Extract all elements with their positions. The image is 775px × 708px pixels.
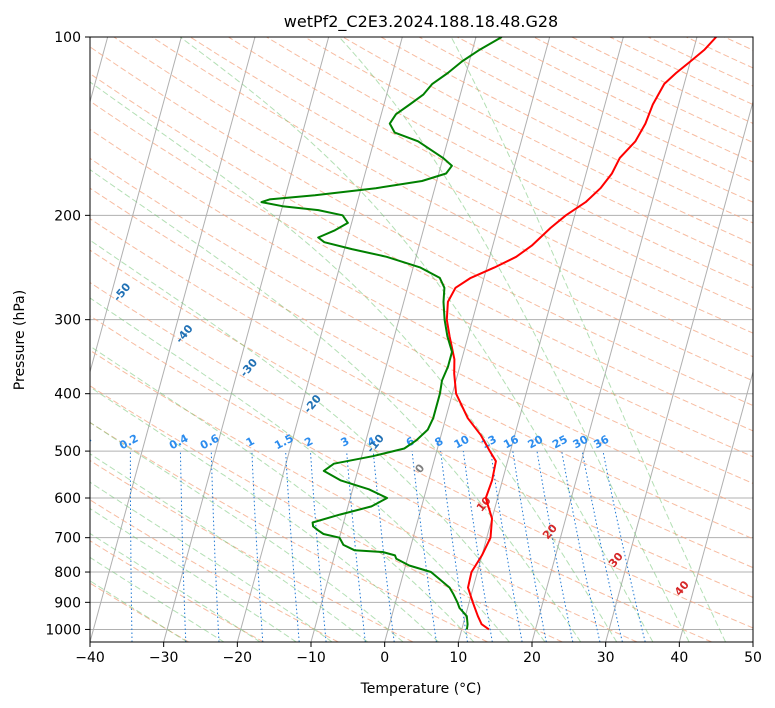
x-tick-label: 30 (597, 650, 615, 666)
moist-adiabat-line (90, 481, 333, 642)
profile-lines (260, 37, 717, 631)
dry-adiabat-line (113, 37, 753, 382)
dry-adiabat-line (90, 46, 753, 407)
mixing-ratio-line (411, 451, 437, 642)
mixing-ratio-line (372, 451, 395, 642)
temperature-profile-line (445, 37, 717, 631)
y-tick-label: 900 (54, 595, 81, 611)
mixing-ratio-line (462, 451, 493, 642)
moist-adiabat-line (90, 345, 475, 642)
dry-adiabat-line (228, 37, 753, 311)
axes: −40 −30 −20 −10 0 10 20 30 40 50 1000 900 800 700 600 5… (45, 30, 762, 666)
mixing-ratio-line (490, 451, 523, 642)
dry-adiabat-line (533, 37, 753, 144)
x-axis-label: Temperature (°C) (360, 681, 482, 697)
x-tick-label: 40 (670, 650, 688, 666)
y-tick-label: 600 (54, 491, 81, 507)
dry-adiabat-line (90, 100, 753, 458)
mixing-ratio-label: 36 (592, 433, 612, 452)
x-tick-label: 20 (523, 650, 541, 666)
mixing-ratio-line (512, 451, 547, 642)
mixing-ratio-label: 25 (550, 433, 570, 452)
x-tick-label: −20 (223, 650, 253, 666)
y-tick-label: 500 (54, 444, 81, 460)
dewpoint-profile-line (260, 37, 503, 630)
y-tick-label: 700 (54, 531, 81, 547)
dry-adiabat-line (90, 540, 264, 642)
y-tick-label: 100 (54, 30, 81, 46)
x-tick-label: −30 (149, 650, 179, 666)
isotherm-gridline (531, 37, 698, 642)
isotherm-gridline (310, 37, 477, 642)
dry-adiabat-line (90, 249, 753, 598)
plot-frame (89, 36, 754, 643)
y-tick-label: 400 (54, 387, 81, 403)
x-tick-label: −10 (296, 650, 326, 666)
moist-adiabat-line (179, 37, 654, 642)
mixing-ratio-line (561, 451, 601, 642)
chart-title: wetPf2_C2E3.2024.188.18.48.G28 (284, 12, 558, 32)
isotherm-gridline (457, 37, 624, 642)
moist-adiabat-line (90, 507, 297, 642)
mixing-ratio-label: 0.1 (70, 432, 93, 453)
dry-adiabat-line (189, 37, 753, 334)
mixing-ratio-label: 10 (452, 433, 472, 452)
moist-adiabat-line (450, 37, 727, 642)
mixing-ratio-label: 13 (479, 433, 499, 452)
y-tick-label: 800 (54, 565, 81, 581)
mixing-ratio-label: 16 (501, 433, 521, 452)
isotherm-gridline (90, 37, 182, 374)
y-tick-label: 200 (54, 208, 81, 224)
mixing-ratio-line (536, 451, 574, 642)
x-tick-label: 10 (449, 650, 467, 666)
dry-adiabat-line (457, 37, 753, 183)
isotherm-gridline (163, 37, 330, 642)
mixing-ratio-label: 30 (571, 433, 591, 452)
dry-adiabat-line (342, 37, 753, 245)
background-lines (90, 37, 753, 642)
isotherm-gridline (236, 37, 403, 642)
dry-adiabat-line (380, 37, 753, 224)
dry-adiabat-line (90, 385, 563, 642)
dry-adiabat-line (90, 128, 753, 484)
dry-adiabat-line (90, 349, 638, 642)
y-tick-label: 1000 (45, 622, 81, 638)
moist-adiabat-line (338, 37, 690, 642)
x-tick-label: −40 (75, 650, 105, 666)
dry-adiabat-line (90, 73, 753, 432)
isotherm-gridline (90, 37, 256, 642)
moist-adiabat-line (90, 421, 404, 642)
x-tick-label: 0 (380, 650, 389, 666)
y-tick-label: 300 (54, 313, 81, 329)
dry-adiabat-line (90, 315, 712, 642)
mixing-ratio-label: 20 (526, 433, 546, 452)
dry-adiabat-line (266, 37, 753, 289)
isotherm-gridline (678, 369, 753, 642)
dry-adiabat-line (151, 37, 753, 358)
moist-adiabat-line (90, 532, 261, 642)
mixing-ratio-line (602, 451, 646, 642)
x-tick-label: 50 (744, 650, 762, 666)
dry-adiabat-line (90, 281, 753, 629)
moist-adiabat-line (90, 453, 368, 642)
y-axis-label: Pressure (hPa) (12, 290, 28, 390)
mixing-ratio-line (581, 451, 623, 642)
dry-adiabat-line (90, 218, 753, 569)
moist-adiabat-line (90, 239, 546, 642)
isotherm-gridline (384, 37, 551, 642)
